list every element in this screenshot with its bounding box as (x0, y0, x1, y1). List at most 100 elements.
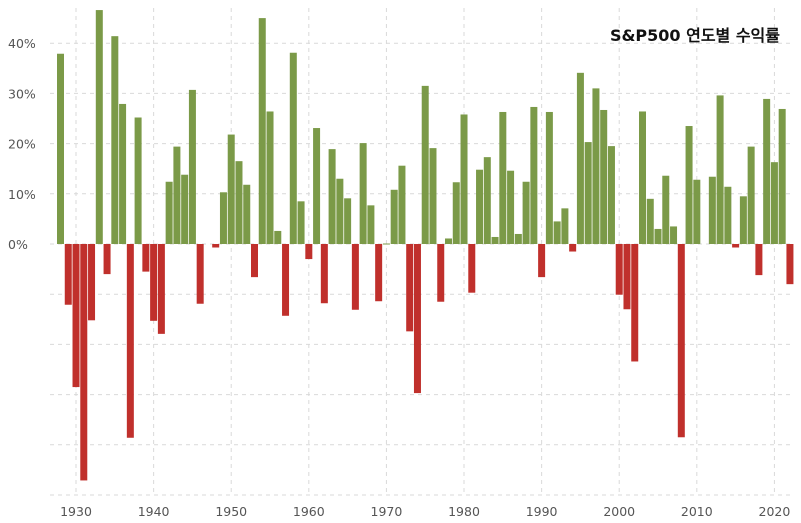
bar-1986 (507, 170, 515, 244)
bar-1970 (382, 243, 390, 245)
bar-1941 (157, 244, 165, 334)
y-tick-label: 0% (8, 237, 28, 252)
bar-1933 (95, 10, 103, 244)
bar-2018 (755, 244, 763, 276)
bar-1972 (398, 165, 406, 244)
bar-1959 (297, 201, 305, 244)
bar-1953 (251, 244, 258, 278)
bar-2015 (732, 244, 740, 248)
y-tick-label: 40% (8, 36, 36, 51)
bar-1928 (57, 53, 64, 244)
x-tick-label: 2020 (759, 504, 791, 519)
bar-1942 (165, 181, 173, 244)
bar-2020 (770, 162, 778, 244)
bar-1995 (576, 72, 584, 244)
x-tick-label: 2000 (603, 504, 635, 519)
bar-2016 (739, 196, 747, 244)
bar-2007 (670, 226, 678, 244)
y-axis-ticks: 0% 10% 20% 30% 40% (8, 36, 36, 252)
bar-2002 (631, 244, 639, 362)
bar-2000 (615, 244, 623, 295)
bar-1977 (437, 244, 445, 302)
bar-1935 (111, 36, 119, 244)
x-tick-label: 1950 (215, 504, 247, 519)
bar-1930 (72, 244, 80, 388)
bar-1950 (227, 134, 235, 244)
bar-2001 (623, 244, 631, 310)
bar-1989 (530, 106, 538, 244)
bar-1934 (103, 244, 111, 275)
bar-1932 (88, 244, 96, 321)
bar-1946 (196, 244, 204, 304)
x-tick-label: 1960 (293, 504, 325, 519)
bar-1944 (181, 174, 189, 244)
bar-1952 (243, 184, 251, 244)
x-axis-ticks: 1930 1940 1950 1960 1970 1980 1990 2000 2010 2020 (60, 504, 790, 519)
bar-2012 (708, 176, 716, 244)
bar-1987 (514, 233, 522, 244)
y-tick-label: 30% (8, 86, 36, 101)
bar-1936 (119, 103, 127, 244)
bar-1984 (491, 236, 499, 244)
bar-1975 (421, 85, 429, 245)
bar-1963 (328, 149, 336, 244)
x-tick-label: 1970 (371, 504, 403, 519)
bar-1945 (188, 89, 196, 244)
bar-1965 (344, 198, 352, 244)
bar-1990 (538, 244, 546, 278)
bar-1939 (142, 244, 150, 272)
bar-2008 (677, 244, 685, 438)
bar-1931 (80, 244, 88, 481)
bar-1981 (468, 244, 476, 293)
bar-2022 (786, 244, 794, 285)
bar-1967 (359, 143, 367, 244)
bar-1956 (274, 230, 282, 244)
bar-1994 (569, 244, 577, 252)
bar-1966 (351, 244, 359, 310)
bar-1937 (126, 244, 134, 438)
bar-1960 (305, 244, 313, 260)
bar-1968 (367, 205, 375, 244)
x-tick-label: 1940 (138, 504, 170, 519)
bar-1943 (173, 146, 181, 244)
bar-2017 (747, 146, 755, 244)
bar-2013 (716, 95, 724, 244)
bar-1949 (219, 192, 227, 244)
bar-1961 (313, 128, 321, 244)
x-tick-label: 1980 (448, 504, 480, 519)
bar-1998 (600, 109, 608, 244)
bar-2005 (654, 228, 662, 244)
bar-1957 (282, 244, 290, 316)
bar-1929 (64, 244, 72, 305)
bar-1992 (553, 221, 561, 244)
bar-1980 (460, 114, 468, 244)
bar-2014 (724, 186, 732, 244)
bar-1938 (134, 117, 142, 244)
x-tick-label: 1930 (60, 504, 92, 519)
y-tick-label: 10% (8, 187, 36, 202)
bar-2004 (646, 198, 654, 244)
bar-2010 (693, 179, 701, 244)
bar-2006 (662, 175, 670, 244)
bar-1982 (476, 169, 484, 244)
x-tick-label: 2010 (681, 504, 713, 519)
bar-1983 (483, 157, 491, 244)
bar-1976 (429, 148, 437, 244)
bar-1955 (266, 111, 274, 244)
bar-2021 (778, 108, 786, 245)
bar-1996 (584, 142, 592, 244)
bar-1971 (390, 189, 398, 244)
bar-1964 (336, 178, 344, 244)
bar-2003 (639, 111, 646, 244)
bar-1988 (522, 181, 530, 244)
bar-1958 (289, 52, 297, 244)
bar-1974 (413, 244, 421, 394)
bar-1973 (406, 244, 414, 332)
bar-1951 (235, 161, 243, 244)
x-tick-label: 1990 (526, 504, 558, 519)
y-tick-label: 20% (8, 137, 36, 152)
bar-1978 (445, 238, 452, 244)
bar-1993 (561, 208, 569, 244)
chart-title: S&P500 연도별 수익률 (610, 26, 780, 45)
